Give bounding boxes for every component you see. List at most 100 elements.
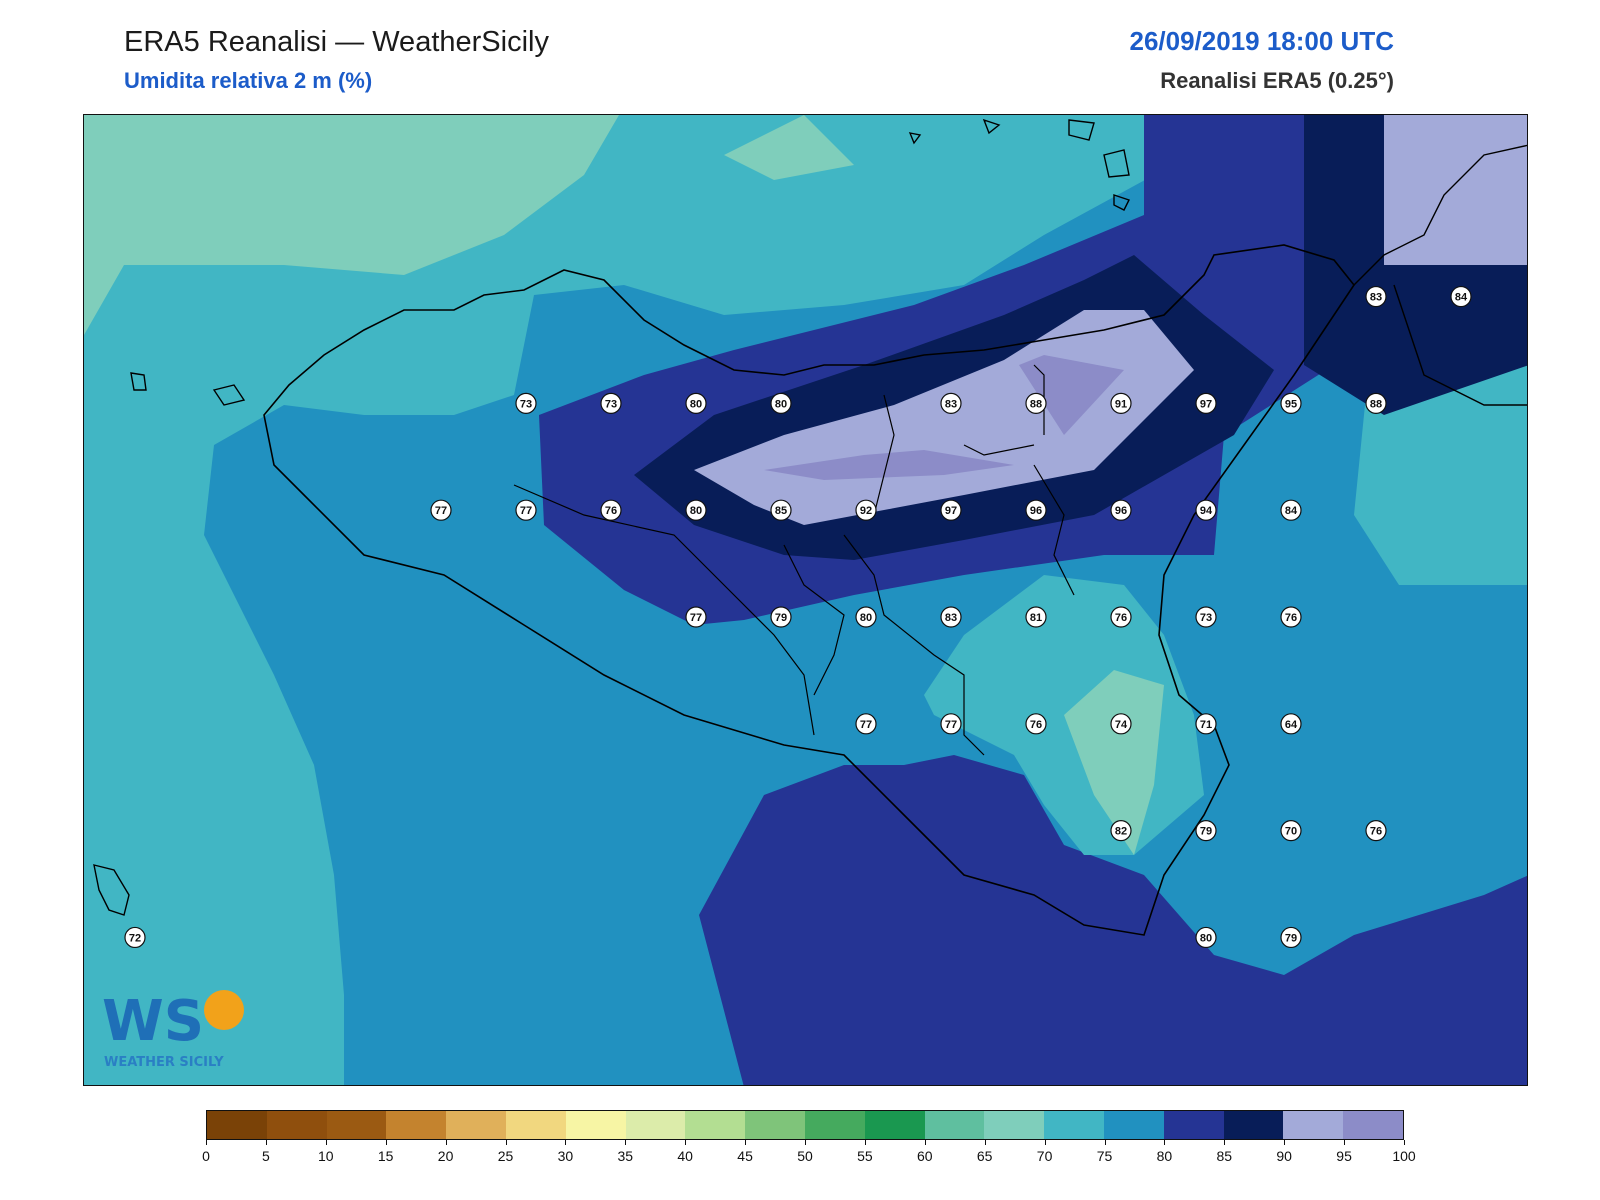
station-marker	[1365, 285, 1387, 308]
colorbar-segment	[207, 1111, 267, 1139]
colorbar-segment	[386, 1111, 447, 1139]
colorbar-tick-label: 75	[1096, 1148, 1113, 1164]
island-pantelleria	[93, 864, 130, 916]
station-value: 76	[605, 505, 617, 517]
station-marker	[1280, 499, 1302, 521]
station-marker	[1195, 713, 1217, 735]
colorbar-tick-label: 35	[617, 1148, 634, 1164]
colorbar-segment	[506, 1111, 566, 1139]
colorbar-segment	[1104, 1111, 1164, 1139]
station-value: 97	[945, 505, 957, 517]
station-value: 77	[435, 505, 447, 517]
station-value: 85	[775, 505, 787, 517]
colorbar-tick-label: 10	[318, 1148, 334, 1164]
station-marker	[1025, 606, 1047, 628]
station-marker	[1195, 499, 1217, 521]
colorbar-tick	[625, 1140, 627, 1145]
station-marker	[1365, 392, 1387, 414]
station-marker	[940, 606, 962, 628]
station-marker	[1110, 499, 1132, 521]
colorbar-tick-label: 50	[797, 1148, 813, 1164]
field-100-east	[1019, 355, 1124, 435]
colorbar-tick	[864, 1140, 866, 1145]
station-value: 64	[1285, 719, 1298, 731]
colorbar-tick	[1224, 1140, 1226, 1145]
colorbar-segment	[1283, 1111, 1344, 1139]
station-value: 83	[945, 612, 957, 624]
station-marker	[685, 606, 707, 628]
station-value: 73	[520, 398, 532, 410]
map-title: ERA5 Reanalisi — WeatherSicily	[124, 26, 549, 58]
colorbar-tick-label: 45	[737, 1148, 753, 1164]
colorbar-tick	[1284, 1140, 1286, 1145]
station-marker	[940, 499, 962, 521]
colorbar-tick-label: 5	[261, 1148, 270, 1164]
station-marker	[770, 606, 792, 628]
station-value: 83	[1370, 292, 1382, 304]
station-marker	[1365, 820, 1387, 842]
colorbar	[206, 1110, 1404, 1140]
station-value: 79	[1200, 826, 1212, 838]
station-value: 97	[1200, 398, 1212, 410]
station-value: 80	[775, 398, 787, 410]
station-value: 82	[1115, 826, 1127, 838]
colorbar-tick-label: 85	[1216, 1148, 1233, 1164]
station-marker	[1110, 820, 1132, 842]
colorbar-tick-label: 15	[377, 1148, 394, 1164]
colorbar-tick-label: 30	[557, 1148, 574, 1164]
station-marker	[940, 713, 962, 735]
station-value: 77	[860, 719, 872, 731]
sun-icon	[204, 990, 244, 1030]
station-marker	[600, 499, 622, 521]
colorbar-tick	[924, 1140, 926, 1145]
colorbar-segment	[924, 1111, 985, 1139]
colorbar-tick-label: 65	[976, 1148, 993, 1164]
colorbar-segment	[1044, 1111, 1104, 1139]
colorbar-tick	[1104, 1140, 1106, 1145]
colorbar-segment	[1343, 1111, 1403, 1139]
colorbar-tick-label: 60	[917, 1148, 933, 1164]
calabria-coast	[1353, 144, 1527, 406]
station-value: 79	[1285, 932, 1297, 944]
province-borders	[513, 364, 1075, 756]
station-value: 77	[945, 719, 957, 731]
island-egadi	[130, 372, 147, 391]
station-marker	[1025, 713, 1047, 735]
station-marker	[770, 392, 792, 414]
field-65-70-north	[724, 115, 854, 180]
colorbar-segment	[745, 1111, 805, 1139]
station-marker	[1280, 713, 1302, 735]
station-value: 76	[1285, 612, 1297, 624]
station-labels: 73 73 80 80 83 88 91 97 95 88 83 84 77 77 76 80 85 92 97 96…	[124, 285, 1472, 949]
field-85-90-south	[699, 755, 1527, 1085]
station-value: 70	[1285, 826, 1297, 838]
station-value: 74	[1115, 719, 1128, 731]
colorbar-tick	[685, 1140, 687, 1145]
station-value: 94	[1200, 505, 1213, 517]
colorbar-segment	[1223, 1111, 1284, 1139]
station-value: 92	[860, 505, 872, 517]
station-value: 84	[1285, 505, 1298, 517]
station-marker	[515, 499, 537, 521]
station-value: 76	[1370, 826, 1382, 838]
field-70-75-west	[84, 115, 1154, 1085]
colorbar-tick-label: 100	[1392, 1148, 1416, 1164]
logo-letters: WS	[102, 989, 204, 1054]
colorbar-ticks: 0 5 10 15 20 25 30 35 40 45 50 55 60 65 70 75 80 85 90 95 10…	[202, 1140, 1416, 1166]
station-marker	[770, 499, 792, 521]
station-marker	[1280, 820, 1302, 842]
station-value: 76	[1115, 612, 1127, 624]
station-marker	[685, 392, 707, 414]
station-value: 72	[129, 932, 141, 944]
station-marker	[515, 392, 537, 414]
station-marker	[855, 713, 877, 735]
station-value: 95	[1285, 398, 1297, 410]
colorbar-tick	[505, 1140, 507, 1145]
island-favignana	[212, 384, 246, 406]
colorbar-tick	[265, 1140, 267, 1145]
station-value: 73	[1200, 612, 1212, 624]
station-value: 84	[1455, 292, 1468, 304]
colorbar-tick-label: 90	[1276, 1148, 1292, 1164]
colorbar-segment	[685, 1111, 746, 1139]
station-value: 80	[860, 612, 872, 624]
